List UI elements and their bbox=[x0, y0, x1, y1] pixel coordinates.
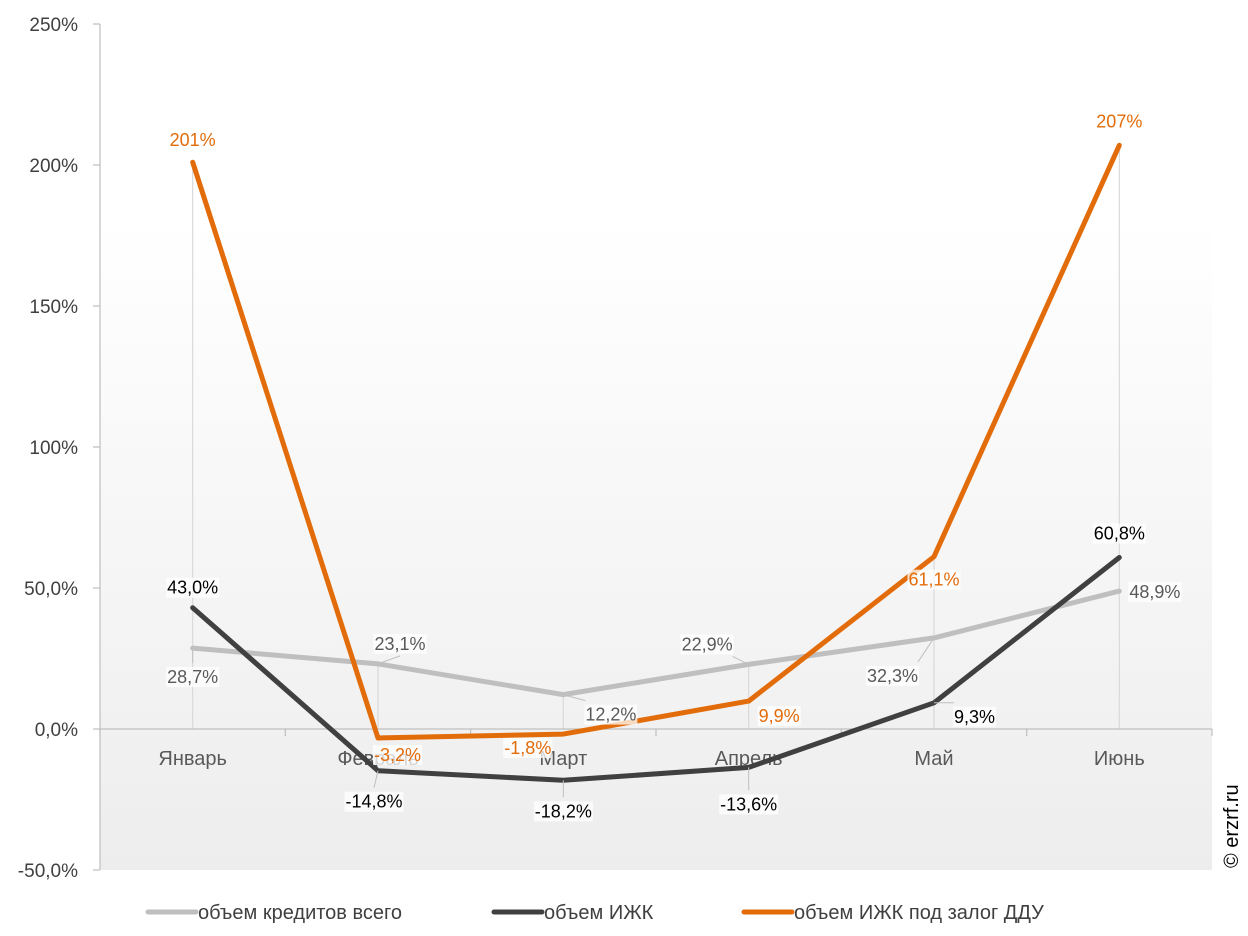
legend: объем кредитов всего объем ИЖК объем ИЖК п… bbox=[145, 902, 1044, 924]
data-label-background bbox=[1095, 111, 1144, 132]
data-label: -14,8% bbox=[345, 792, 402, 812]
data-label: 207% bbox=[1096, 111, 1142, 131]
data-label-background bbox=[865, 665, 919, 686]
data-label: -18,2% bbox=[535, 801, 592, 821]
x-category-label: Апрель bbox=[715, 748, 783, 770]
data-label: 23,1% bbox=[374, 634, 425, 654]
data-label: 32,3% bbox=[867, 666, 918, 686]
data-label-background bbox=[719, 794, 779, 815]
x-category-label: Май bbox=[914, 748, 953, 770]
data-label: 61,1% bbox=[908, 570, 959, 590]
data-label-background bbox=[1128, 582, 1182, 603]
category-guide-lines bbox=[192, 145, 1120, 729]
data-label: 43,0% bbox=[167, 578, 218, 598]
data-label: -13,6% bbox=[720, 794, 777, 814]
data-label: 12,2% bbox=[585, 705, 636, 725]
data-label-leader bbox=[917, 637, 935, 663]
data-label-background bbox=[503, 738, 553, 759]
data-label-background bbox=[1092, 523, 1146, 544]
data-label-background bbox=[166, 667, 220, 688]
data-label-leader bbox=[732, 655, 749, 665]
y-tick-label: -50,0% bbox=[18, 861, 78, 882]
y-tick-label: 200% bbox=[29, 156, 78, 177]
data-label-background bbox=[584, 704, 638, 725]
plot-background bbox=[100, 220, 1212, 870]
data-label: -3,2% bbox=[374, 745, 421, 765]
data-label-leader bbox=[563, 694, 586, 702]
axes bbox=[93, 23, 1213, 871]
data-label-background bbox=[373, 633, 427, 654]
data-label: 28,7% bbox=[167, 667, 218, 687]
y-tick-label: 250% bbox=[29, 15, 78, 36]
data-label: -1,8% bbox=[504, 738, 551, 758]
data-label: 60,8% bbox=[1094, 524, 1145, 544]
data-label: 9,3% bbox=[954, 707, 995, 727]
series-lines bbox=[190, 142, 1122, 783]
data-label-background bbox=[953, 706, 997, 727]
data-label-leader bbox=[377, 655, 401, 665]
legend-label: объем ИЖК под залог ДДУ bbox=[794, 902, 1044, 924]
data-label-background bbox=[907, 569, 961, 590]
data-label-background bbox=[680, 634, 734, 655]
data-label: 22,9% bbox=[682, 634, 733, 654]
x-category-label: Июнь bbox=[1094, 748, 1145, 770]
series-line-3 bbox=[190, 142, 1122, 741]
y-tick-label: 150% bbox=[29, 297, 78, 318]
y-tick-label: 100% bbox=[29, 438, 78, 459]
data-label-leader bbox=[373, 770, 379, 788]
data-label-background bbox=[757, 706, 801, 727]
x-category-label: Январь bbox=[158, 748, 227, 770]
data-label: 9,9% bbox=[759, 706, 800, 726]
series-line-1 bbox=[190, 588, 1122, 698]
data-label-background bbox=[533, 801, 593, 822]
y-tick-label: 0,0% bbox=[35, 720, 78, 741]
legend-label: объем ИЖК bbox=[544, 902, 654, 924]
data-label: 48,9% bbox=[1129, 582, 1180, 602]
data-label-background bbox=[373, 745, 423, 766]
watermark: © erzrf.ru bbox=[1221, 784, 1243, 868]
data-label-background bbox=[344, 791, 404, 812]
data-label: 201% bbox=[170, 130, 216, 150]
data-label-background bbox=[168, 130, 217, 151]
legend-label: объем кредитов всего bbox=[198, 902, 402, 924]
data-label-background bbox=[166, 577, 220, 598]
series-line-2 bbox=[190, 555, 1122, 783]
data-labels: 28,7% 23,1% 12,2% 22,9% 32,3% 48,9% 43,0% -14,8… bbox=[166, 111, 1182, 822]
y-tick-label: 50,0% bbox=[24, 579, 78, 600]
y-axis-tick-labels: 250% 200% 150% 100% 50,0% 0,0% -50,0% bbox=[18, 15, 78, 882]
data-label-leaders bbox=[192, 637, 954, 798]
